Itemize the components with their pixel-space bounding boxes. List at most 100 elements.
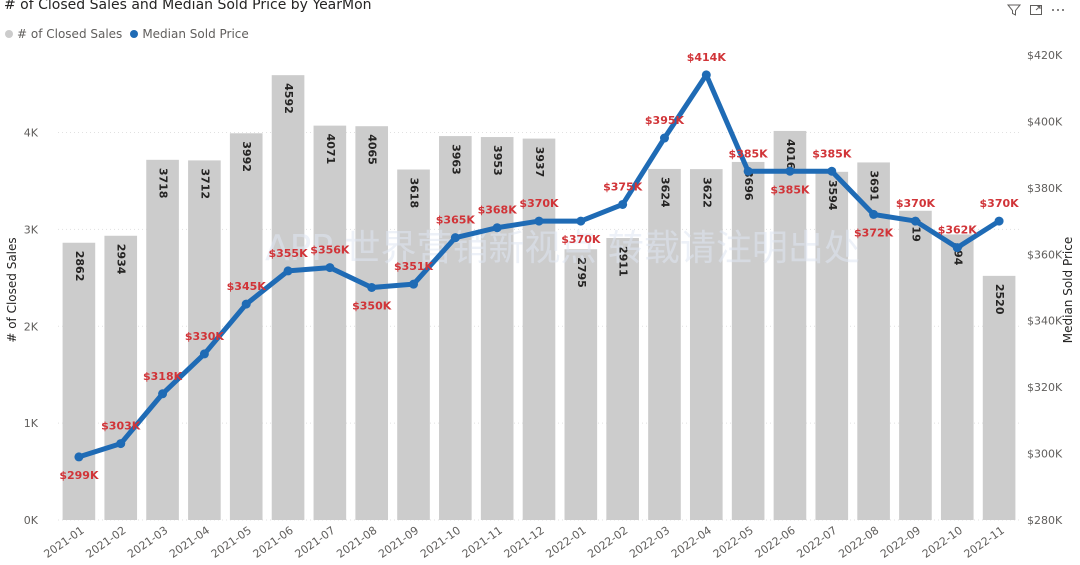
bar[interactable] xyxy=(397,169,430,520)
chart-legend: # of Closed Sales Median Sold Price xyxy=(5,27,257,41)
bar[interactable] xyxy=(564,249,598,520)
legend-item-median-price[interactable]: Median Sold Price xyxy=(130,27,249,41)
bar[interactable] xyxy=(229,133,263,520)
bar[interactable] xyxy=(313,125,347,520)
x-axis-tick: 2021-03 xyxy=(125,524,170,561)
bar-data-label: 3691 xyxy=(868,170,881,201)
bar-data-label: 2934 xyxy=(115,244,128,275)
legend-label-median-price: Median Sold Price xyxy=(142,27,249,41)
line-point[interactable] xyxy=(618,199,628,209)
line-point[interactable] xyxy=(743,166,753,176)
bar-data-label: 3992 xyxy=(240,141,253,172)
line-point[interactable] xyxy=(576,216,586,226)
line-data-label: $414K xyxy=(687,51,727,64)
line-point[interactable] xyxy=(283,266,293,276)
legend-swatch-closed-sales xyxy=(5,30,13,38)
line-point[interactable] xyxy=(158,389,168,399)
bar[interactable] xyxy=(773,130,807,520)
bar[interactable] xyxy=(648,168,681,521)
right-axis-tick: $320K xyxy=(1027,381,1063,394)
left-axis-tick: 4K xyxy=(24,127,39,140)
bar[interactable] xyxy=(439,136,472,520)
bar[interactable] xyxy=(982,275,1016,520)
bar[interactable] xyxy=(815,171,849,521)
x-axis-tick: 2021-07 xyxy=(292,524,337,561)
line-data-label: $385K xyxy=(812,147,852,160)
x-axis-tick: 2022-07 xyxy=(794,524,839,561)
x-axis-tick: 2021-05 xyxy=(209,524,254,561)
bar-data-label: 3622 xyxy=(700,177,713,208)
line-data-label: $385K xyxy=(770,183,810,196)
bar[interactable] xyxy=(731,161,765,520)
bar-data-label: 4065 xyxy=(366,134,379,165)
line-data-label: $355K xyxy=(268,247,308,260)
bar[interactable] xyxy=(146,159,179,520)
bar[interactable] xyxy=(899,210,932,520)
bar-data-label: 3712 xyxy=(198,168,211,199)
bar[interactable] xyxy=(689,169,723,520)
line-point[interactable] xyxy=(534,216,544,226)
line-point[interactable] xyxy=(869,209,879,219)
x-axis-tick: 2021-08 xyxy=(334,524,379,561)
x-axis-tick: 2022-01 xyxy=(543,524,588,561)
left-axis-tick: 0K xyxy=(24,514,39,527)
line-point[interactable] xyxy=(701,70,711,80)
x-axis-tick: 2021-12 xyxy=(502,524,547,561)
bar-data-label: 2862 xyxy=(73,251,86,282)
bar[interactable] xyxy=(940,234,974,520)
left-axis-tick: 2K xyxy=(24,320,39,333)
line-point[interactable] xyxy=(952,243,962,253)
line-point[interactable] xyxy=(785,166,795,176)
bar[interactable] xyxy=(522,138,556,520)
x-axis: 2021-012021-022021-032021-042021-052021-… xyxy=(42,524,1007,561)
line-point[interactable] xyxy=(74,452,84,462)
legend-item-closed-sales[interactable]: # of Closed Sales xyxy=(5,27,122,41)
bar[interactable] xyxy=(62,242,96,520)
line-point[interactable] xyxy=(492,223,502,233)
bar[interactable] xyxy=(606,237,639,520)
line-point[interactable] xyxy=(450,233,460,243)
bar[interactable] xyxy=(271,75,305,521)
bar-series xyxy=(62,75,1016,521)
line-point[interactable] xyxy=(910,216,920,226)
line-data-labels: $299K $303K $318K $330K $345K $355K $356K $350K… xyxy=(59,51,1019,482)
more-options-icon[interactable] xyxy=(1050,2,1066,18)
left-axis-tick: 1K xyxy=(24,417,39,430)
x-axis-tick: 2022-11 xyxy=(962,524,1007,561)
bar[interactable] xyxy=(104,235,138,521)
bar-data-label: 4071 xyxy=(324,134,337,165)
right-axis-tick: $340K xyxy=(1027,315,1063,328)
filter-icon[interactable] xyxy=(1006,2,1022,18)
line-data-label: $370K xyxy=(519,197,559,210)
line-point[interactable] xyxy=(659,133,669,143)
bar-data-labels: 2862 2934 3718 3712 3992 4592 4071 4065 3618 3963… xyxy=(73,83,1006,315)
line-data-label: $362K xyxy=(938,224,978,237)
line-point[interactable] xyxy=(116,439,126,449)
line-data-label: $299K xyxy=(59,469,99,482)
x-axis-tick: 2022-06 xyxy=(753,524,798,561)
watermark: APP 世界营销新视点 转载请注明出处 xyxy=(265,228,860,269)
line-point[interactable] xyxy=(827,166,837,176)
bar-data-label: 3963 xyxy=(449,144,462,175)
focus-mode-icon[interactable] xyxy=(1028,2,1044,18)
bar-data-label: 2795 xyxy=(575,257,588,288)
x-axis-tick: 2022-08 xyxy=(836,524,881,561)
bar-data-label: 3696 xyxy=(742,170,755,201)
bar[interactable] xyxy=(857,162,890,520)
line-data-label: $303K xyxy=(101,420,141,433)
bar[interactable] xyxy=(355,126,389,520)
bar[interactable] xyxy=(480,137,514,520)
bar-data-label: 3937 xyxy=(533,147,546,178)
line-data-label: $370K xyxy=(561,233,601,246)
x-axis-tick: 2022-05 xyxy=(711,524,756,561)
line-point[interactable] xyxy=(409,279,419,289)
x-axis-tick: 2021-01 xyxy=(42,524,87,561)
line-point[interactable] xyxy=(325,263,335,273)
line-point[interactable] xyxy=(367,283,377,292)
line-point[interactable] xyxy=(241,299,251,309)
line-point[interactable] xyxy=(199,349,209,359)
line-point[interactable] xyxy=(994,216,1004,226)
x-axis-tick: 2022-02 xyxy=(585,524,630,561)
line-data-label: $395K xyxy=(645,114,685,127)
bar-data-label: 3594 xyxy=(826,180,839,211)
